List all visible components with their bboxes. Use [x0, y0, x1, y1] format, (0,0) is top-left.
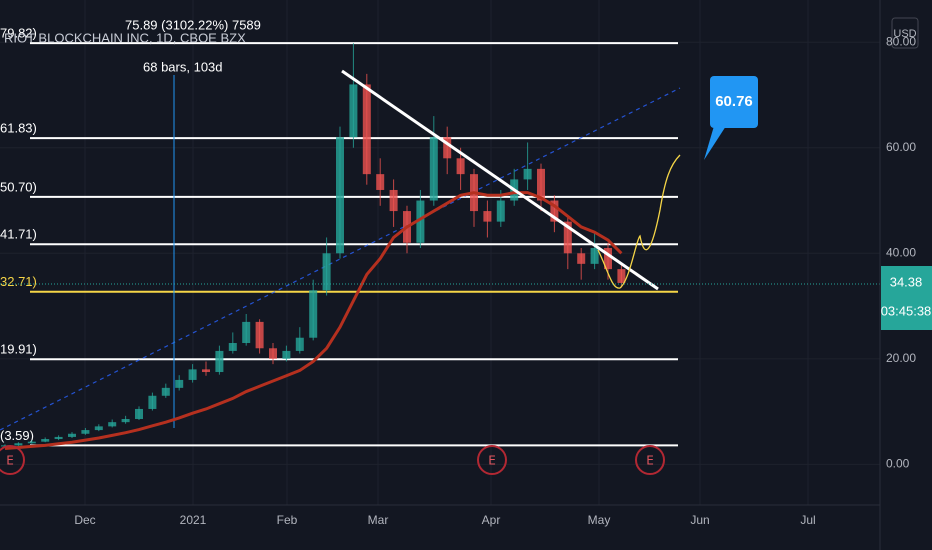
fib-label: 79.82) [0, 26, 37, 41]
candle-body [68, 433, 76, 437]
candle-body [269, 348, 277, 359]
x-tick-label: Dec [74, 513, 95, 527]
fib-label: 32.71) [0, 274, 37, 289]
candle-body [188, 369, 197, 380]
candles [1, 43, 626, 447]
candle-body [577, 253, 586, 264]
time-axis: Dec 2021 Feb Mar Apr May Jun Jul [74, 513, 815, 527]
candle-body [443, 137, 452, 159]
candle-body [523, 168, 532, 180]
candle-body [563, 221, 572, 254]
x-tick-label: Mar [368, 513, 389, 527]
candle-body [202, 369, 210, 373]
candle-body [309, 290, 318, 338]
candle-body [41, 439, 50, 442]
x-tick-label: Jul [800, 513, 815, 527]
fib-label: 41.71) [0, 227, 37, 242]
trend-channel-dashed [0, 87, 681, 431]
earnings-label: E [488, 454, 496, 468]
candle-body [27, 441, 36, 444]
earnings-markers: E E E [0, 445, 665, 475]
callout-pointer [704, 126, 726, 160]
candle-body [429, 137, 438, 201]
candle-body [161, 387, 170, 396]
earnings-label: E [6, 454, 14, 468]
price-tag [881, 266, 932, 330]
measure-text: 75.89 (3102.22%) 7589 [125, 17, 261, 32]
earnings-marker[interactable] [477, 445, 507, 475]
candle-body [121, 418, 130, 423]
candle-body [242, 321, 251, 343]
fib-label: 61.83) [0, 121, 37, 136]
candle-body [215, 350, 224, 373]
candle-body [295, 337, 304, 351]
price-axis: 80.00 60.00 40.00 20.00 0.00 [886, 34, 916, 470]
x-tick-label: 2021 [180, 513, 207, 527]
y-tick-label: 40.00 [886, 245, 916, 259]
earnings-marker[interactable] [635, 445, 665, 475]
candle-body [362, 84, 371, 175]
price-tag-value: 34.38 [890, 274, 923, 289]
y-tick-label: 20.00 [886, 351, 916, 365]
candle-body [550, 200, 559, 222]
x-tick-label: Jun [690, 513, 709, 527]
currency-button[interactable] [891, 17, 919, 49]
candle-body [590, 248, 599, 264]
x-tick-label: Feb [277, 513, 298, 527]
fib-label: 50.70) [0, 179, 37, 194]
candle-body [81, 430, 90, 434]
measure-range: 68 bars, 103d [143, 59, 223, 74]
candle-body [94, 426, 103, 431]
candle-body [416, 200, 425, 243]
candle-body [456, 158, 465, 175]
candle-body [135, 408, 143, 419]
x-tick-label: May [588, 513, 611, 527]
candle-body [496, 200, 505, 222]
currency: USD [893, 28, 916, 40]
candle-body [617, 269, 626, 283]
candle-body [483, 211, 492, 222]
candle-body [336, 137, 344, 254]
candle-body [175, 379, 184, 388]
callout: 60.76 [704, 76, 758, 160]
callout-box [710, 76, 758, 128]
grid [0, 0, 880, 505]
candle-body [228, 342, 237, 351]
candle-body [148, 395, 157, 409]
symbol-title: RIOT BLOCKCHAIN INC, 1D, CBOE BZX [4, 30, 246, 45]
candle-body [322, 253, 331, 291]
price-tag-countdown: 03:45:38 [881, 303, 932, 318]
y-tick-label: 80.00 [886, 34, 916, 48]
candle-body [14, 443, 23, 446]
trend-line [341, 69, 659, 291]
fib-label: 19.91) [0, 342, 37, 357]
candle-body [537, 168, 545, 201]
earnings-marker[interactable] [0, 445, 25, 475]
y-tick-label: 0.00 [886, 457, 910, 471]
candle-body [282, 350, 291, 359]
candle-body [604, 248, 612, 270]
candle-body [255, 321, 264, 349]
callout-text: 60.76 [715, 93, 753, 110]
projection-curve [597, 154, 681, 289]
candle-body [108, 422, 117, 427]
y-tick-label: 60.00 [886, 140, 916, 154]
candle-body [376, 174, 385, 190]
earnings-label: E [646, 454, 654, 468]
candle-body [349, 84, 358, 138]
candle-body [389, 189, 398, 212]
fib-label: (3.59) [0, 428, 34, 443]
x-tick-label: Apr [482, 513, 501, 527]
candle-body [54, 436, 63, 440]
